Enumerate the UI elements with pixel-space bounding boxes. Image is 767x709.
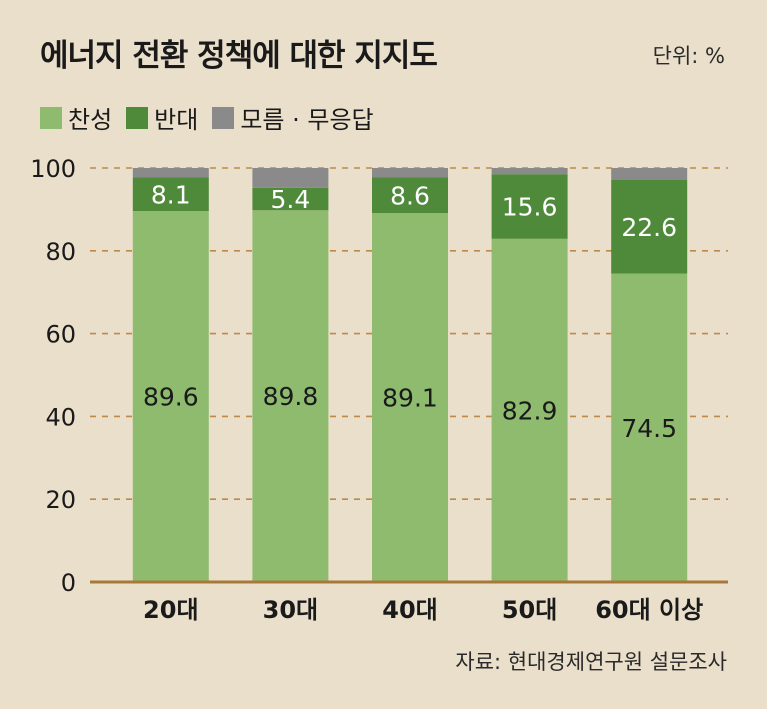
- x-category-label: 50대: [502, 596, 557, 624]
- bar-segment-unknown: [132, 168, 209, 178]
- data-label-favor: 89.8: [263, 382, 319, 411]
- legend-item-oppose: 반대: [126, 100, 198, 135]
- legend-item-unknown: 모름 · 무응답: [212, 100, 374, 135]
- x-category-label: 30대: [263, 596, 318, 624]
- unit-label: 단위: %: [652, 44, 725, 68]
- bar-segment-oppose: [252, 187, 329, 211]
- bar-segment-favor: [372, 213, 448, 582]
- bar-segment-oppose: [491, 174, 568, 239]
- bar-segment-unknown: [372, 168, 448, 178]
- data-label-oppose: 22.6: [621, 213, 677, 242]
- data-label-favor: 74.5: [621, 414, 677, 443]
- bar-segment-favor: [491, 238, 568, 582]
- x-category-label: 20대: [143, 596, 198, 624]
- bar-segment-favor: [611, 273, 688, 582]
- data-label-oppose: 8.6: [390, 181, 430, 210]
- legend-label-unknown: 모름 · 무응답: [240, 106, 374, 134]
- bar-segment-oppose: [611, 180, 688, 274]
- data-label-oppose: 8.1: [151, 180, 191, 209]
- data-label-favor: 89.6: [143, 383, 199, 412]
- data-label-favor: 82.9: [502, 396, 558, 425]
- bar-segment-oppose: [372, 177, 448, 214]
- data-label-favor: 89.1: [382, 384, 438, 413]
- y-tick-label-40: 40: [45, 403, 76, 431]
- legend: 찬성 반대 모름 · 무응답: [40, 100, 374, 135]
- bar-segment-oppose: [132, 177, 209, 212]
- data-label-oppose: 15.6: [502, 193, 558, 222]
- legend-item-favor: 찬성: [40, 100, 112, 135]
- source-note: 자료: 현대경제연구원 설문조사: [455, 650, 727, 674]
- legend-label-oppose: 반대: [154, 106, 199, 134]
- y-tick-label-60: 60: [45, 321, 76, 349]
- bar-segment-unknown: [252, 168, 329, 188]
- legend-swatch-unknown: [212, 106, 235, 129]
- y-tick-label-80: 80: [45, 238, 76, 266]
- chart-title: 에너지 전환 정책에 대한 지지도: [40, 38, 438, 74]
- bar-segment-favor: [132, 211, 209, 582]
- legend-label-favor: 찬성: [68, 106, 113, 134]
- y-tick-label-0: 0: [61, 569, 76, 597]
- y-tick-label-20: 20: [45, 486, 76, 514]
- bar-segment-unknown: [611, 168, 688, 181]
- bar-segment-favor: [252, 210, 329, 582]
- bar-segment-unknown: [491, 168, 568, 175]
- data-label-oppose: 5.4: [271, 185, 311, 214]
- x-category-label: 40대: [382, 596, 437, 624]
- y-tick-label-100: 100: [30, 155, 76, 183]
- x-category-label: 60대 이상: [595, 596, 703, 624]
- legend-swatch-oppose: [126, 106, 149, 129]
- legend-swatch-favor: [40, 106, 62, 129]
